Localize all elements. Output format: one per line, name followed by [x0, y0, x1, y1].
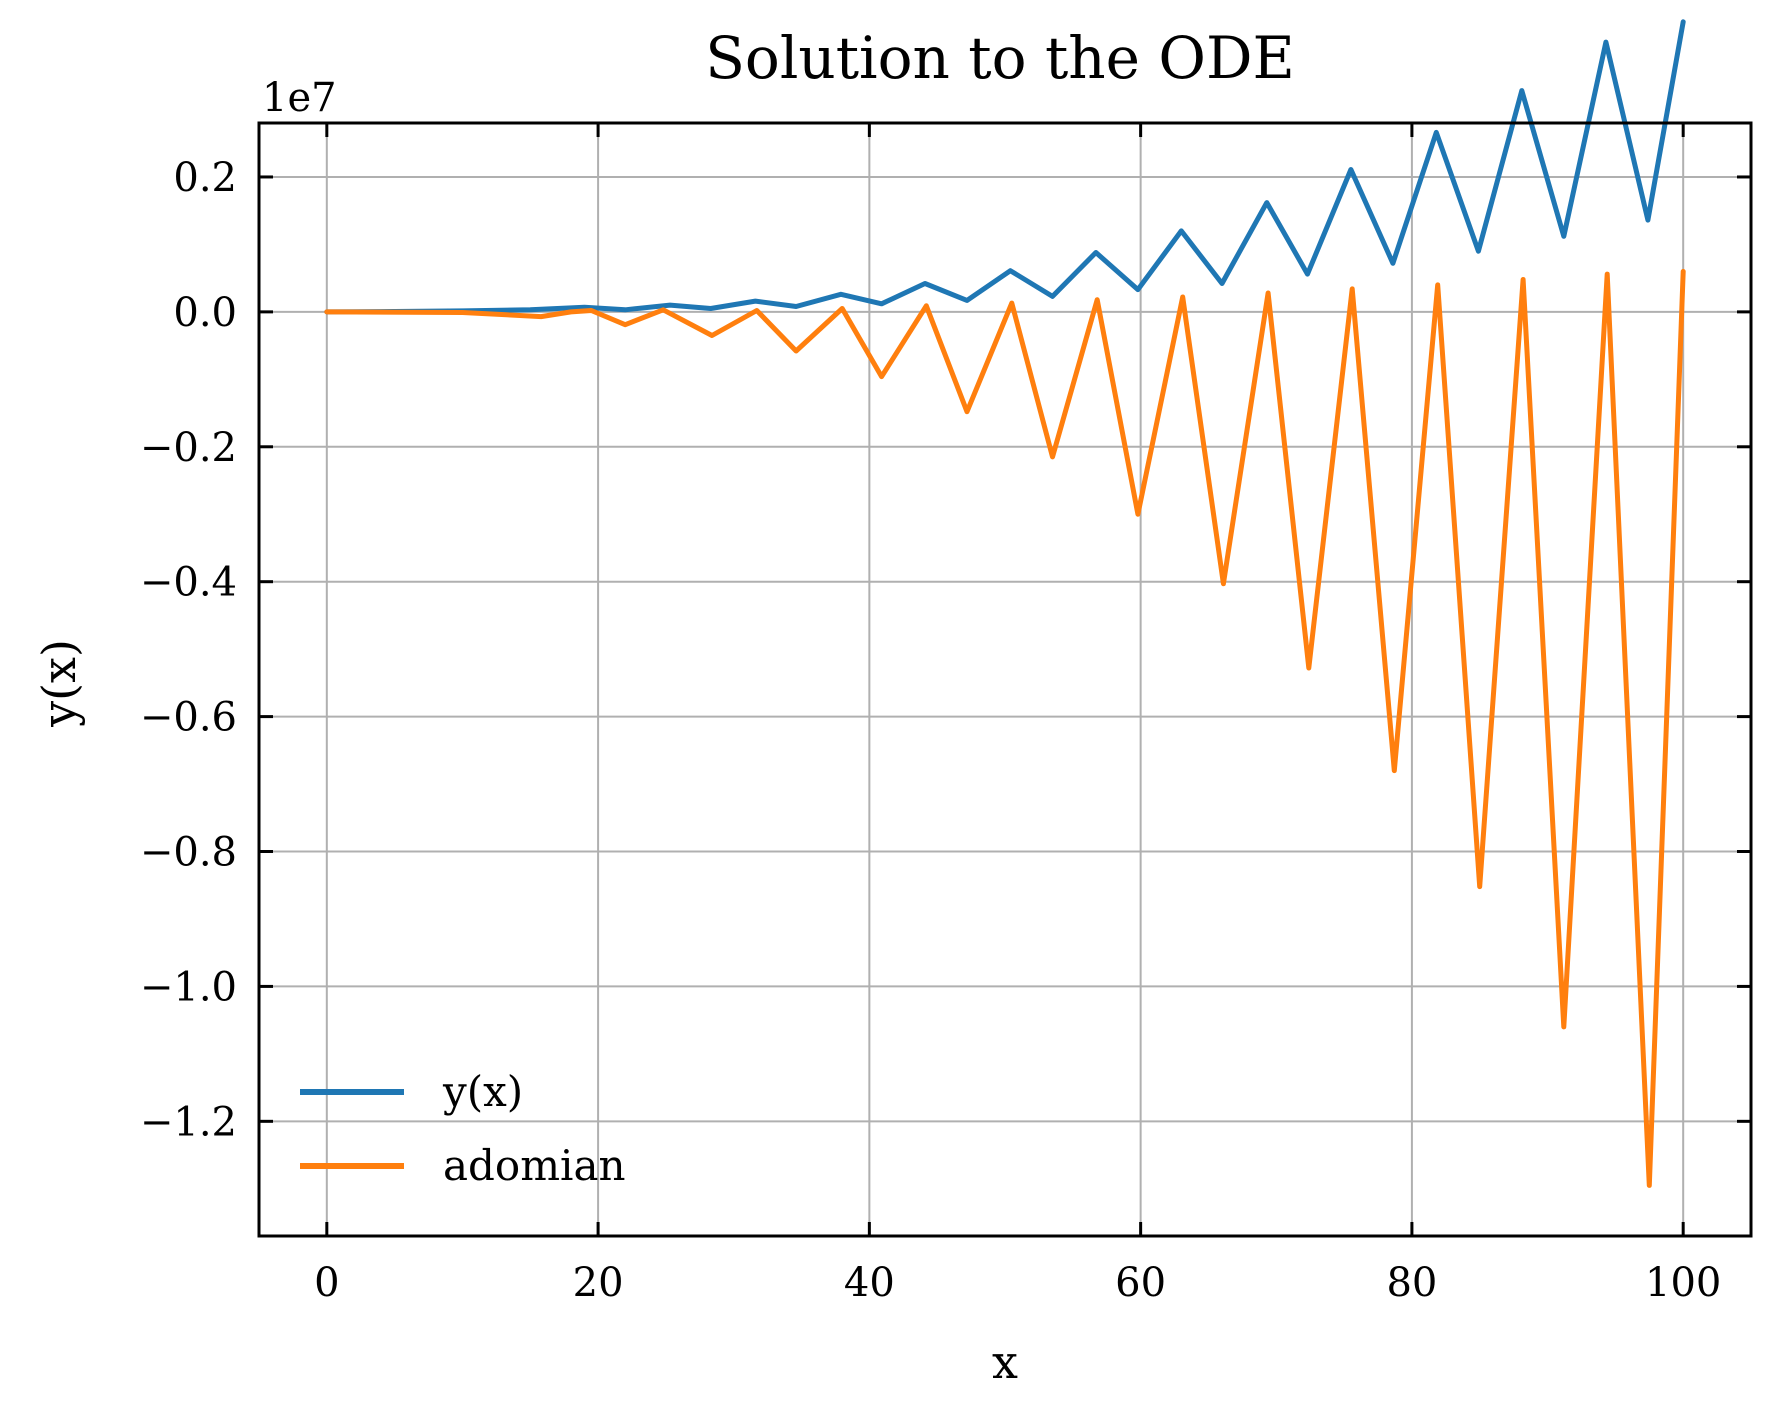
y-tick-label: −0.2	[140, 425, 237, 471]
series-line	[324, 268, 1686, 1188]
y-tick-label: −1.2	[140, 1099, 237, 1145]
chart-title: Solution to the ODE	[705, 24, 1295, 92]
y-tick-label: 0.0	[173, 290, 237, 336]
series-line	[324, 19, 1686, 315]
y-tick-label: −1.0	[140, 964, 237, 1010]
y-offset-label: 1e7	[262, 75, 337, 121]
y-tick-label: −0.4	[140, 560, 237, 606]
legend-label: adomian	[443, 1141, 626, 1190]
series-layer	[324, 19, 1686, 1188]
x-axis-label: x	[992, 1335, 1018, 1389]
x-tick-label: 60	[1115, 1260, 1166, 1306]
y-tick-label: −0.6	[140, 695, 237, 741]
x-tick-label: 20	[573, 1260, 624, 1306]
y-axis-label: y(x)	[32, 639, 86, 728]
plot-frame	[257, 121, 1753, 1238]
x-tick-label: 100	[1645, 1260, 1721, 1306]
ticks	[259, 123, 1751, 1236]
tick-labels: 0 20 40 60 80 100 0.2 0.0 −0.2 −0.4 −0.6 −0.8 −1.0 −1…	[140, 155, 1722, 1306]
y-tick-label: 0.2	[173, 155, 237, 201]
legend: y(x) adomian	[300, 1067, 626, 1190]
x-tick-label: 40	[844, 1260, 895, 1306]
legend-label: y(x)	[442, 1067, 523, 1116]
x-tick-label: 0	[314, 1260, 339, 1306]
x-tick-label: 80	[1386, 1260, 1437, 1306]
y-tick-label: −0.8	[140, 830, 237, 876]
